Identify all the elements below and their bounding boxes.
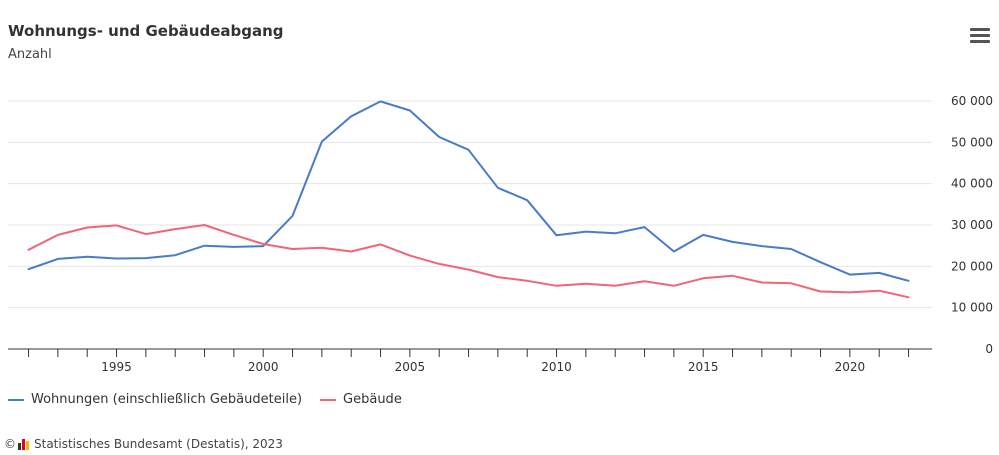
source-credit: © Statistisches Bundesamt (Destatis), 20… <box>4 437 283 451</box>
chart-subtitle: Anzahl <box>8 47 52 62</box>
y-tick-label: 0 <box>985 342 993 356</box>
y-tick-label: 10 000 <box>951 301 993 315</box>
destatis-logo-icon <box>18 438 30 450</box>
x-tick-label: 2020 <box>835 360 866 374</box>
chart-legend: Wohnungen (einschließlich Gebäudeteile) … <box>8 392 420 407</box>
legend-label-gebaeude: Gebäude <box>343 392 402 407</box>
x-tick-label: 2015 <box>688 360 719 374</box>
hamburger-menu-icon[interactable] <box>970 28 990 44</box>
y-tick-label: 20 000 <box>951 259 993 273</box>
legend-line-icon <box>320 398 337 401</box>
y-tick-label: 30 000 <box>951 218 993 232</box>
legend-line-icon <box>8 398 24 401</box>
x-tick-label: 2010 <box>541 360 572 374</box>
x-tick-label: 2005 <box>395 360 426 374</box>
copyright-symbol: © <box>4 437 16 451</box>
series-line-wohnungen <box>27 100 910 282</box>
legend-item-gebaeude[interactable]: Gebäude <box>320 392 402 407</box>
x-tick-label: 1995 <box>101 360 132 374</box>
legend-item-wohnungen[interactable]: Wohnungen (einschließlich Gebäudeteile) <box>8 392 302 407</box>
menu-bar-icon <box>970 40 990 43</box>
series-line-gebaeude <box>27 224 910 299</box>
y-tick-label: 40 000 <box>951 177 993 191</box>
legend-label-wohnungen: Wohnungen (einschließlich Gebäudeteile) <box>31 392 303 407</box>
chart-title: Wohnungs- und Gebäudeabgang <box>8 22 284 40</box>
line-chart: 0 10 000 20 000 30 000 40 000 50 000 60 000 199… <box>8 94 993 374</box>
source-text: Statistisches Bundesamt (Destatis), 2023 <box>34 437 283 451</box>
x-tick-label: 2000 <box>248 360 279 374</box>
y-tick-label: 50 000 <box>951 135 993 149</box>
menu-bar-icon <box>970 28 990 31</box>
y-tick-label: 60 000 <box>951 94 993 108</box>
menu-bar-icon <box>970 34 990 37</box>
